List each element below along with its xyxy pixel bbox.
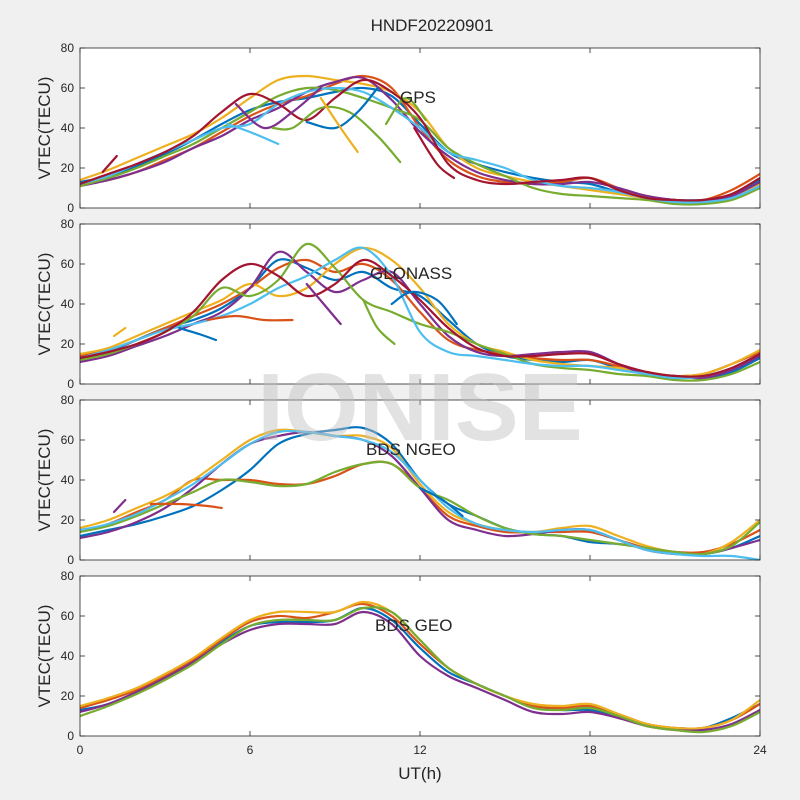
y-tick-label: 20 <box>61 161 75 175</box>
series-segment <box>413 126 456 180</box>
y-tick-label: 60 <box>61 81 75 95</box>
y-tick-label: 0 <box>67 201 74 215</box>
series-line <box>80 428 760 556</box>
x-tick-label: 0 <box>77 743 84 757</box>
y-tick-label: 0 <box>67 729 74 743</box>
subplot-panel: 0 20 40 60 80 VTEC(TECU) GLONASS <box>35 217 761 391</box>
subplot-panel: 0 20 40 60 80 VTEC(TECU) BDS NGEO <box>35 393 761 567</box>
series-segment <box>234 86 322 130</box>
y-tick-label: 40 <box>61 297 75 311</box>
panel-label: BDS NGEO <box>366 440 456 459</box>
series-segment <box>101 154 118 174</box>
series-line <box>80 258 760 378</box>
series-segment <box>384 96 427 126</box>
series-segment <box>112 498 127 514</box>
watermark: IONISE <box>257 354 582 461</box>
x-tick-label: 24 <box>753 743 767 757</box>
series-segment <box>149 502 223 510</box>
x-tick-label: 18 <box>583 743 597 757</box>
series-segment <box>112 326 127 338</box>
series-segment <box>271 105 402 164</box>
panel-label: GLONASS <box>370 264 452 283</box>
panel-label: BDS GEO <box>375 616 452 635</box>
series-segment <box>305 86 379 130</box>
y-tick-label: 40 <box>61 121 75 135</box>
series-line <box>80 246 760 380</box>
series-segment <box>418 486 464 518</box>
series-line <box>80 78 760 202</box>
y-axis-label: VTEC(TECU) <box>35 429 54 532</box>
y-axis-label: VTEC(TECU) <box>35 605 54 708</box>
x-tick-label: 6 <box>247 743 254 757</box>
y-tick-label: 60 <box>61 609 75 623</box>
x-tick-label: 12 <box>413 743 427 757</box>
y-tick-label: 60 <box>61 433 75 447</box>
x-axis-label: UT(h) <box>398 764 441 783</box>
series-group <box>80 242 760 382</box>
series-segment <box>226 122 280 146</box>
series-segment <box>319 96 359 154</box>
series-segment <box>305 282 342 326</box>
series-line <box>80 429 760 560</box>
y-axis-label: VTEC(TECU) <box>35 77 54 180</box>
series-line <box>80 86 760 206</box>
y-tick-label: 20 <box>61 513 75 527</box>
y-tick-label: 80 <box>61 569 75 583</box>
series-segment <box>206 314 294 322</box>
subplot-panel: 0 20 40 60 80 0 6 12 18 24 VTEC(TECU) BDS GEO <box>35 569 767 757</box>
series-line <box>80 75 760 204</box>
series-group <box>80 600 760 734</box>
series-segment <box>362 298 396 346</box>
y-tick-label: 0 <box>67 553 74 567</box>
y-tick-label: 0 <box>67 377 74 391</box>
figure-title: HNDF20220901 <box>371 16 494 35</box>
y-tick-label: 20 <box>61 689 75 703</box>
y-tick-label: 80 <box>61 217 75 231</box>
series-segment <box>390 290 458 326</box>
y-tick-label: 80 <box>61 41 75 55</box>
series-group <box>80 74 760 206</box>
y-tick-label: 60 <box>61 257 75 271</box>
y-tick-label: 20 <box>61 337 75 351</box>
panel-label: GPS <box>400 88 436 107</box>
y-axis-label: VTEC(TECU) <box>35 253 54 356</box>
y-tick-label: 80 <box>61 393 75 407</box>
subplot-panel: 0 20 40 60 80 VTEC(TECU) GPS <box>35 41 761 215</box>
series-line <box>80 606 760 734</box>
series-segment <box>178 326 218 342</box>
y-tick-label: 40 <box>61 649 75 663</box>
y-tick-label: 40 <box>61 473 75 487</box>
series-line <box>80 242 760 382</box>
series-group <box>80 426 760 560</box>
